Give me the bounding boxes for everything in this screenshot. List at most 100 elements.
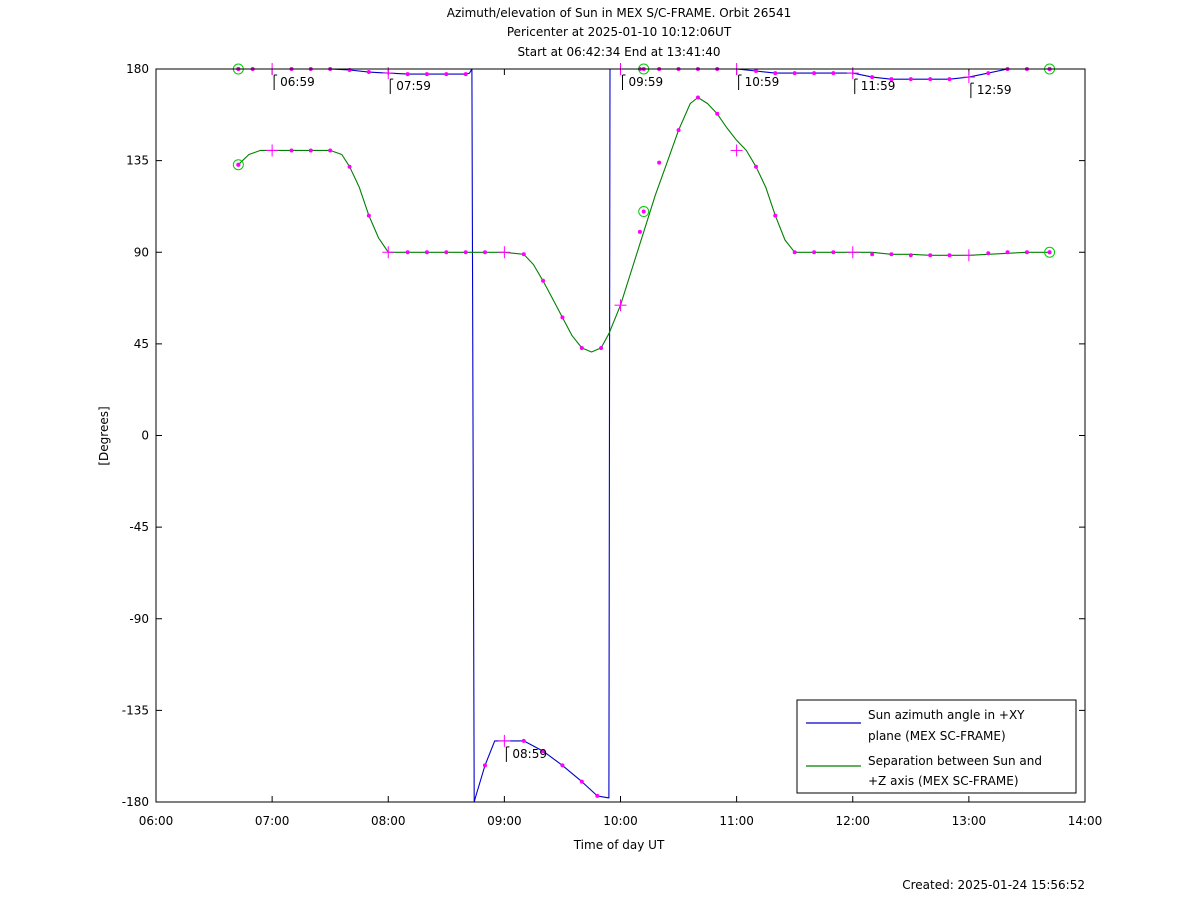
minor-marker	[405, 72, 410, 77]
minor-marker	[928, 77, 933, 82]
minor-marker	[482, 763, 487, 768]
y-tick-label: 45	[134, 337, 149, 351]
x-tick-labels: 06:00 07:00 08:00 09:00 10:00 11:00 12:00 13:00…	[139, 814, 1103, 828]
event-marker	[638, 206, 650, 218]
minor-marker	[289, 148, 294, 153]
time-annotation-label: 10:59	[745, 75, 780, 89]
x-tick-label: 06:00	[139, 814, 174, 828]
minor-marker	[579, 345, 584, 350]
event-marker-dot	[641, 209, 646, 214]
time-annotation-label: 06:59	[280, 75, 315, 89]
title-line-1: Azimuth/elevation of Sun in MEX S/C-FRAM…	[447, 6, 792, 20]
legend-box	[796, 699, 1077, 794]
hour-marker	[614, 299, 627, 312]
y-tick-label: -45	[129, 520, 149, 534]
minor-marker	[463, 72, 468, 77]
minor-marker	[773, 71, 778, 76]
y-tick-label: -135	[122, 703, 149, 717]
time-annotation-label: 09:59	[629, 75, 664, 89]
y-axis-label: [Degrees]	[97, 406, 111, 465]
minor-marker	[908, 77, 913, 82]
title-line-3: Start at 06:42:34 End at 13:41:40	[517, 45, 720, 59]
hour-marker	[962, 249, 975, 262]
event-marker	[1044, 246, 1056, 258]
time-annotation-label: 08:59	[512, 747, 547, 761]
event-marker-dot	[1047, 250, 1052, 255]
event-marker-ring	[1044, 246, 1056, 258]
minor-marker	[541, 278, 546, 283]
hour-marker	[730, 144, 743, 157]
minor-marker	[424, 250, 429, 255]
minor-marker	[831, 71, 836, 76]
minor-marker	[595, 793, 600, 798]
minor-marker	[986, 71, 991, 76]
chart-title: Azimuth/elevation of Sun in MEX S/C-FRAM…	[447, 6, 792, 59]
y-tick-label: 0	[141, 429, 149, 443]
time-annotation: 06:59	[273, 74, 315, 90]
minor-marker	[579, 779, 584, 784]
minor-marker	[695, 95, 700, 100]
minor-marker	[308, 148, 313, 153]
y-tick-label: 180	[126, 62, 149, 76]
minor-marker	[947, 77, 952, 82]
time-annotation: 08:59	[505, 746, 547, 762]
time-annotation: 11:59	[854, 78, 896, 95]
minor-marker	[812, 71, 817, 76]
minor-marker	[637, 229, 642, 234]
minor-marker	[366, 70, 371, 75]
minor-marker	[870, 75, 875, 80]
x-axis-label: Time of day UT	[573, 838, 665, 852]
minor-marker	[521, 738, 526, 743]
x-tick-label: 08:00	[371, 814, 406, 828]
minor-marker	[773, 213, 778, 218]
minor-marker	[521, 252, 526, 257]
data-markers	[232, 63, 1056, 798]
minor-marker	[599, 345, 604, 350]
hour-marker	[962, 71, 975, 84]
x-tick-label: 09:00	[487, 814, 522, 828]
event-marker-dot	[236, 162, 241, 167]
time-annotation: 12:59	[970, 82, 1012, 99]
legend-label-separation-line-1: Separation between Sun and	[868, 754, 1042, 768]
event-marker-ring	[232, 159, 244, 171]
legend: Sun azimuth angle in +XY plane (MEX SC-F…	[796, 699, 1077, 794]
minor-marker	[889, 77, 894, 82]
minor-marker	[754, 69, 759, 74]
y-tick-labels: -180 -135 -90 -45 0 45 90 135 180	[122, 62, 149, 809]
hour-marker	[498, 734, 511, 747]
x-tick-label: 13:00	[952, 814, 987, 828]
x-tick-label: 14:00	[1068, 814, 1103, 828]
time-annotation-label: 12:59	[977, 83, 1012, 97]
minor-marker	[754, 164, 759, 169]
x-tick-label: 11:00	[719, 814, 754, 828]
minor-marker	[1005, 250, 1010, 255]
minor-marker	[560, 763, 565, 768]
minor-marker	[889, 252, 894, 257]
x-tick-label: 12:00	[835, 814, 870, 828]
minor-marker	[792, 250, 797, 255]
minor-marker	[1024, 250, 1029, 255]
series-line-separation	[237, 96, 1050, 353]
minor-marker	[541, 749, 546, 754]
time-annotation: 09:59	[622, 74, 664, 90]
minor-marker	[463, 250, 468, 255]
minor-marker	[715, 111, 720, 116]
time-annotation-label: 07:59	[396, 79, 431, 93]
event-marker-ring	[638, 206, 650, 218]
minor-marker	[986, 251, 991, 256]
x-tick-label: 10:00	[603, 814, 638, 828]
minor-marker	[444, 250, 449, 255]
event-marker	[232, 159, 244, 171]
minor-marker	[347, 164, 352, 169]
y-tick-label: -180	[122, 795, 149, 809]
minor-marker	[560, 315, 565, 320]
minor-marker	[792, 71, 797, 76]
y-tick-label: 90	[134, 245, 149, 259]
legend-label-separation-line-2: +Z axis (MEX SC-FRAME)	[868, 774, 1019, 788]
created-timestamp: Created: 2025-01-24 15:56:52	[902, 878, 1085, 892]
series-line-azimuth	[238, 68, 1050, 803]
time-annotation-label: 11:59	[861, 79, 896, 93]
y-tick-label: -90	[129, 612, 149, 626]
hour-marker	[498, 246, 511, 259]
